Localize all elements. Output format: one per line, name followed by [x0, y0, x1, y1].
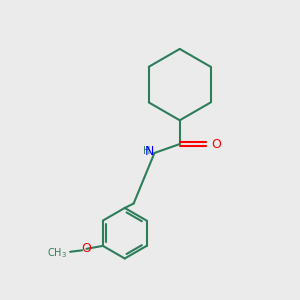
Text: H: H: [142, 146, 150, 157]
Text: O: O: [82, 242, 92, 255]
Text: O: O: [211, 138, 221, 151]
Text: N: N: [145, 145, 154, 158]
Text: CH$_3$: CH$_3$: [47, 246, 67, 260]
